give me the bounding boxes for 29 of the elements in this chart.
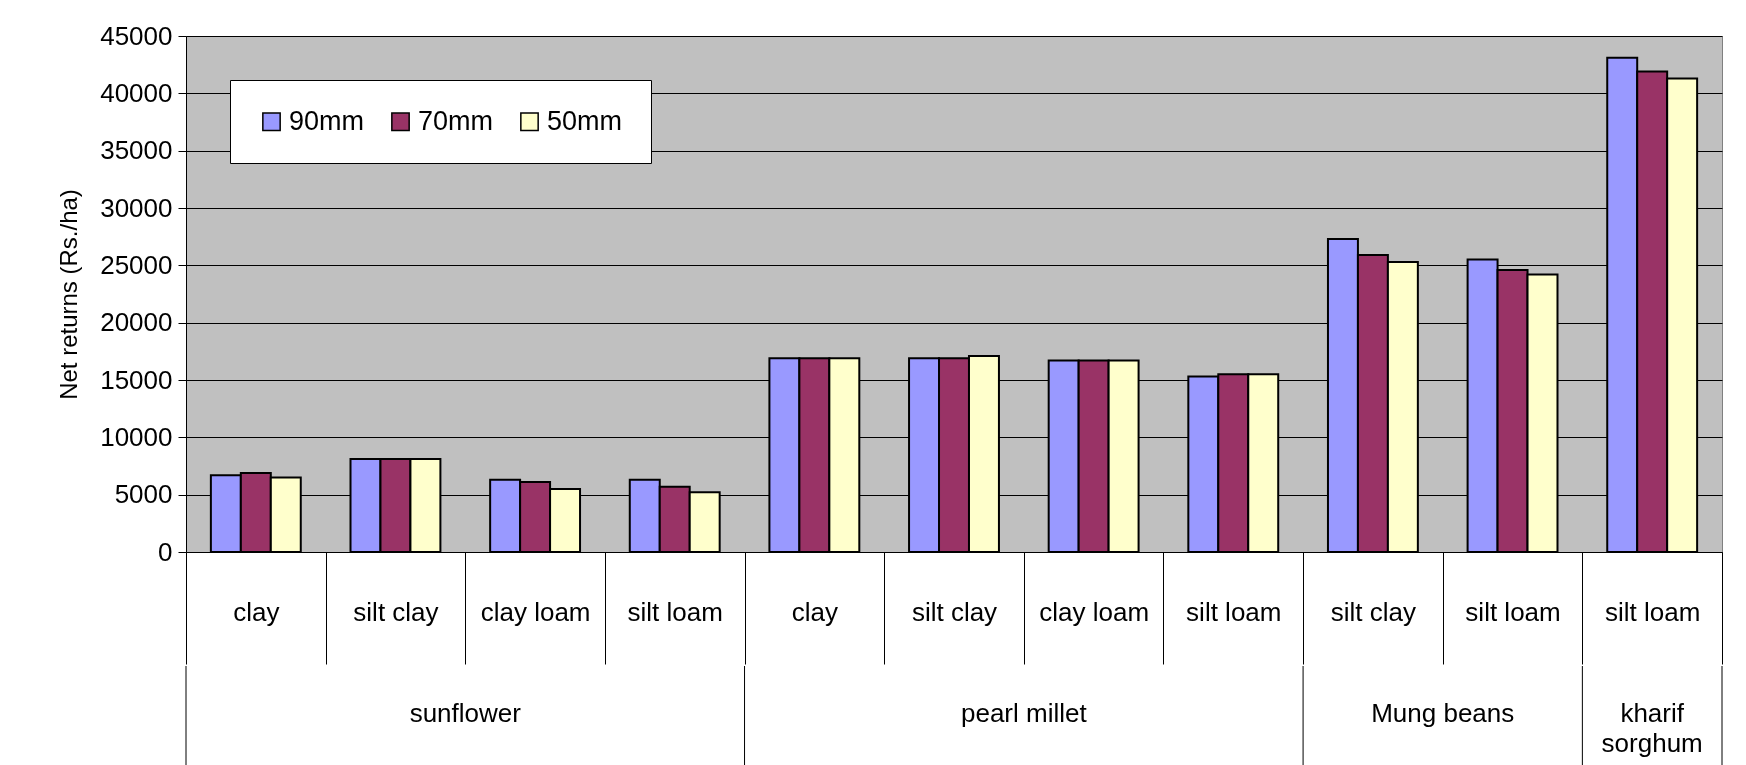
y-tick-label: 30000 bbox=[100, 192, 173, 223]
x-tick-label: clay bbox=[791, 596, 838, 627]
x-tick-label: silt clay bbox=[1330, 596, 1417, 627]
legend-label: 50mm bbox=[547, 105, 623, 136]
x-tick-label: clay loam bbox=[1039, 596, 1150, 627]
text: Mung beans bbox=[1371, 698, 1515, 728]
x-tick-label: silt clay bbox=[911, 596, 998, 627]
y-tick-label: 20000 bbox=[100, 307, 173, 338]
text: pearl millet bbox=[960, 698, 1088, 728]
y-tick-label: 45000 bbox=[100, 20, 173, 51]
x-tick-label: silt clay bbox=[353, 596, 439, 627]
y-tick-label: 5000 bbox=[114, 479, 173, 510]
y-tick-label: 40000 bbox=[100, 77, 173, 108]
x-tick-label: silt loam bbox=[1186, 596, 1282, 627]
x-tick-label: clay loam bbox=[480, 596, 591, 627]
y-tick-label: 0 bbox=[158, 536, 173, 567]
y-tick-label: 35000 bbox=[100, 135, 173, 166]
y-tick-label: 10000 bbox=[100, 421, 173, 452]
legend-label: 70mm bbox=[418, 105, 494, 136]
y-axis-title: Net returns (Rs./ha) bbox=[55, 189, 83, 400]
x-tick-label: silt loam bbox=[1465, 596, 1561, 627]
y-tick-label: 15000 bbox=[100, 364, 173, 395]
y-tick-label: 25000 bbox=[100, 249, 173, 280]
text: kharif sorghum bbox=[1601, 698, 1703, 758]
x-tick-label: silt loam bbox=[627, 596, 723, 627]
legend-label: 90mm bbox=[289, 105, 365, 136]
text: sunflower bbox=[409, 698, 522, 728]
x-tick-label: clay bbox=[233, 596, 280, 627]
x-tick-label: silt loam bbox=[1605, 596, 1701, 627]
